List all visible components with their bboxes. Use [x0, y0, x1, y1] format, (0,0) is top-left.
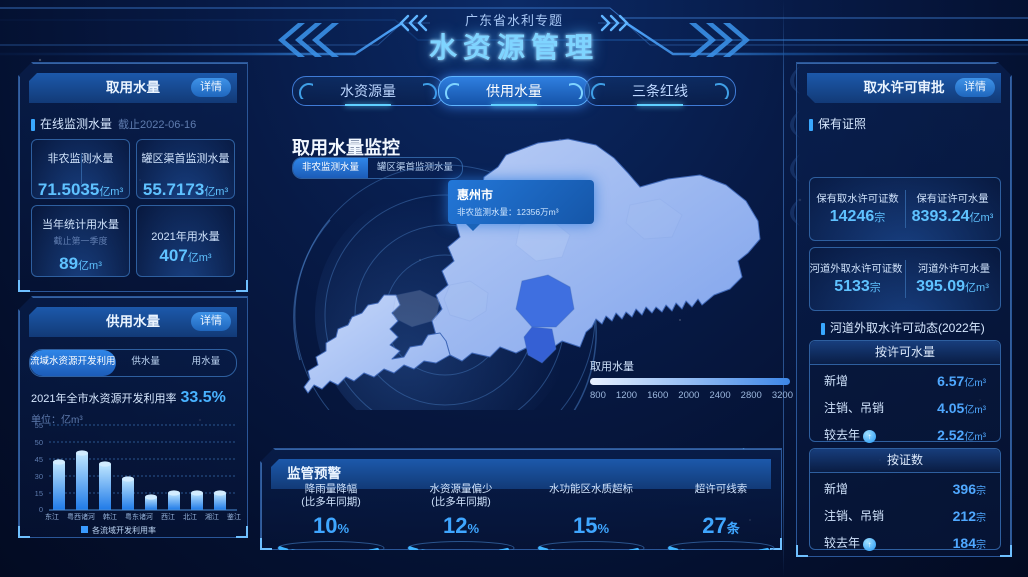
svg-text:55: 55 [35, 421, 43, 430]
svg-text:15: 15 [35, 489, 43, 498]
svg-text:45: 45 [35, 455, 43, 464]
svg-text:0: 0 [39, 505, 43, 513]
svg-text:50: 50 [35, 438, 43, 447]
svg-text:30: 30 [35, 472, 43, 481]
